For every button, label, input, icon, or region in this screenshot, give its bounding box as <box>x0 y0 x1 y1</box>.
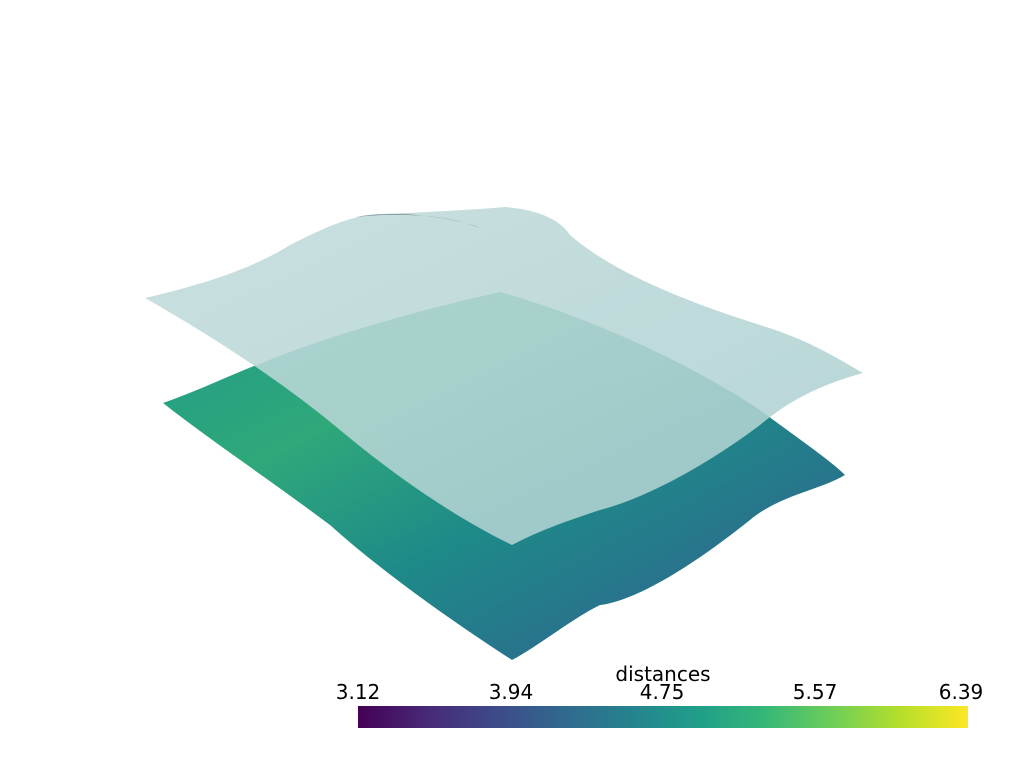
color-gradient <box>358 706 968 728</box>
tick-label: 3.94 <box>489 680 534 704</box>
upper-surface <box>145 207 863 545</box>
scalar-bar: distances 3.12 3.94 4.75 5.57 6.39 <box>336 662 984 728</box>
tick-label: 4.75 <box>640 680 685 704</box>
scalar-bar-title: distances <box>615 662 710 686</box>
tick-label: 3.12 <box>336 680 381 704</box>
tick-label: 5.57 <box>793 680 838 704</box>
upper-surface-fold <box>355 214 480 228</box>
tick-label: 6.39 <box>939 680 984 704</box>
